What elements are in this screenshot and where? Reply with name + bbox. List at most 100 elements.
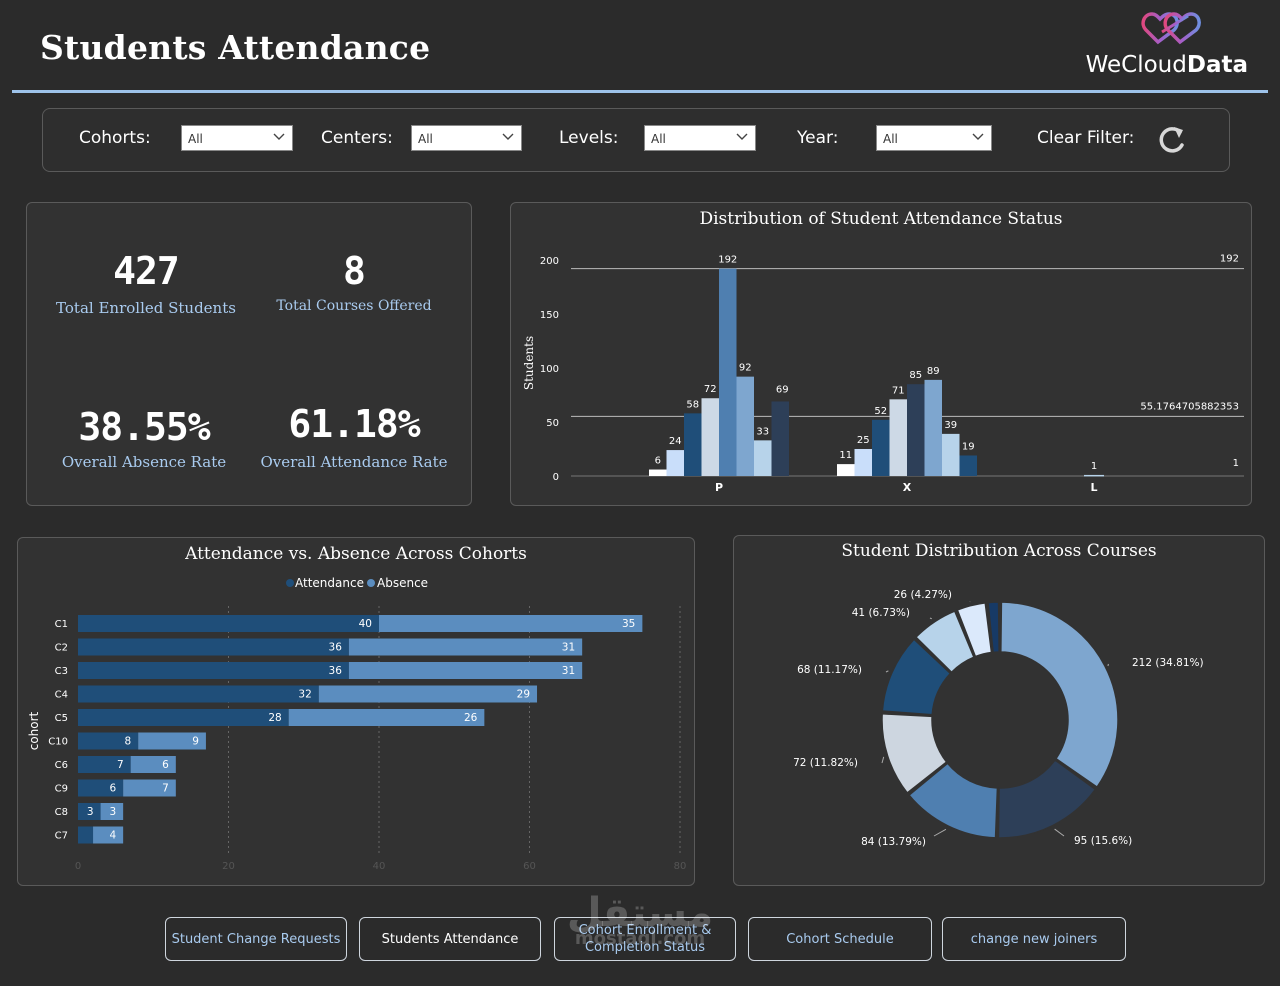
absence-bar	[379, 615, 643, 632]
clear-filter-refresh-icon[interactable]	[1155, 123, 1189, 157]
absence-value-label: 26	[464, 712, 478, 724]
attendance-status-chart-title: Distribution of Student Attendance Statu…	[699, 209, 1063, 229]
courses-label: Total Courses Offered	[276, 298, 432, 314]
bar-value-label: 192	[718, 255, 737, 266]
donut-slice	[907, 762, 999, 839]
absence-bar	[348, 662, 583, 679]
slice-value-label: 68 (11.17%)	[797, 664, 862, 676]
cohorts-filter-select[interactable]: All	[181, 125, 293, 151]
bar-value-label: 11	[839, 450, 852, 461]
bar-value-label: 19	[962, 441, 975, 452]
year-filter-select[interactable]: All	[876, 125, 992, 151]
y-tick-label: C5	[55, 713, 68, 724]
bar-P	[684, 413, 702, 476]
bar-value-label: 69	[776, 384, 789, 395]
centers-filter-value: All	[418, 132, 433, 146]
centers-filter-select[interactable]: All	[411, 125, 522, 151]
absence-rate-label: Overall Absence Rate	[61, 453, 227, 471]
attendance-value-label: 40	[359, 618, 372, 630]
absence-value-label: 3	[109, 806, 116, 818]
attendance-bar	[78, 615, 379, 632]
attendance-bar	[78, 638, 349, 656]
y-tick-label: C9	[55, 784, 68, 795]
absence-bar	[348, 638, 583, 656]
absence-value-label: 31	[562, 665, 575, 677]
nav-cohort-schedule[interactable]: Cohort Schedule	[748, 917, 932, 961]
centers-filter-label: Centers:	[321, 128, 393, 148]
donut-slice	[881, 638, 952, 716]
x-tick-label: 60	[523, 861, 536, 872]
slice-value-label: 72 (11.82%)	[793, 757, 858, 769]
bar-X	[924, 379, 942, 476]
absence-value-label: 35	[622, 618, 635, 630]
chevron-down-icon	[972, 133, 984, 140]
y-tick-label: C4	[55, 690, 68, 701]
attendance-value-label: 8	[125, 736, 132, 748]
absence-bar	[93, 826, 124, 844]
legend-attendance-label: Attendance	[295, 576, 364, 590]
attendance-bar	[78, 803, 101, 820]
donut-slice	[914, 610, 975, 674]
attendance-bar	[78, 779, 124, 797]
absence-value-label: 31	[562, 642, 575, 654]
cohort-attendance-chart: Attendance Absence cohort 0 20 40 60 80 C1 40 3…	[27, 576, 687, 872]
bar-X	[907, 384, 925, 476]
x-tick-label: L	[1090, 481, 1097, 494]
x-tick-label: P	[715, 481, 723, 494]
donut-slice	[1000, 601, 1119, 789]
levels-filter-select[interactable]: All	[644, 125, 756, 151]
x-tick-label: X	[903, 481, 912, 494]
enrolled-value: 427	[113, 249, 180, 293]
attendance-bar	[78, 732, 139, 750]
bar-P	[701, 398, 719, 476]
absence-bar	[123, 779, 176, 797]
attendance-value-label: 36	[329, 642, 343, 654]
course-distribution-chart-panel: Student Distribution Across Courses 212 …	[733, 535, 1265, 886]
bar-value-label: 39	[944, 420, 957, 431]
bar-X	[854, 449, 872, 476]
slice-leader-line	[1054, 828, 1065, 837]
levels-filter-value: All	[651, 132, 666, 146]
bar-value-label: 25	[857, 435, 870, 446]
chevron-down-icon	[736, 133, 748, 140]
nav-change-new-joiners[interactable]: change new joiners	[942, 917, 1126, 961]
y-tick-label: C8	[55, 807, 68, 818]
slice-leader-line	[933, 828, 947, 837]
nav-cohort-enrollment[interactable]: Cohort Enrollment & Completion Status	[554, 917, 736, 961]
absence-value-label: 7	[162, 783, 169, 795]
bar-value-label: 24	[669, 436, 682, 447]
header-divider	[12, 90, 1268, 93]
y-tick-label: 150	[540, 310, 559, 321]
legend-absence-label: Absence	[377, 576, 428, 590]
y-tick-label: 50	[546, 418, 559, 429]
bar-value-label: 33	[756, 426, 769, 437]
chevron-down-icon	[502, 133, 514, 140]
levels-filter-label: Levels:	[559, 128, 619, 148]
bar-P	[666, 450, 684, 476]
y-tick-label: C6	[55, 760, 68, 771]
bar-value-label: 71	[892, 385, 905, 396]
year-filter-value: All	[883, 132, 898, 146]
brand-logo: WeCloudData	[1078, 8, 1248, 80]
cohorts-filter-label: Cohorts:	[79, 128, 151, 148]
y-tick-label: C2	[55, 643, 68, 654]
slice-leader-line	[881, 756, 885, 764]
legend-attendance-marker	[286, 579, 294, 587]
course-chart-title: Student Distribution Across Courses	[841, 541, 1157, 561]
absence-bar	[138, 732, 206, 750]
x-tick-label: 80	[674, 861, 687, 872]
attendance-value-label: 28	[268, 712, 281, 724]
donut-slice	[987, 601, 1000, 654]
cohorts-filter-value: All	[188, 132, 203, 146]
nav-student-change-requests[interactable]: Student Change Requests	[165, 917, 347, 961]
bar-X	[959, 455, 977, 476]
nav-students-attendance[interactable]: Students Attendance	[359, 917, 541, 961]
max-reference-line-label: 192	[1220, 254, 1239, 265]
attendance-rate-value: 61.18%	[288, 402, 420, 446]
bar-value-label: 85	[909, 370, 922, 381]
year-filter-label: Year:	[797, 128, 839, 148]
absence-bar	[130, 756, 176, 773]
bar-P	[649, 469, 667, 476]
legend-absence-marker	[367, 579, 375, 587]
x-tick-label: 40	[373, 861, 386, 872]
